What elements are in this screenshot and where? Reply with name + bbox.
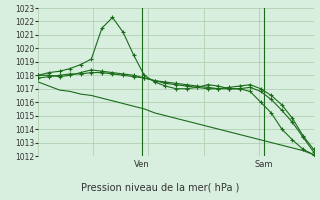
Text: Pression niveau de la mer( hPa ): Pression niveau de la mer( hPa ) bbox=[81, 182, 239, 192]
Text: Ven: Ven bbox=[134, 160, 149, 169]
Text: Sam: Sam bbox=[255, 160, 273, 169]
